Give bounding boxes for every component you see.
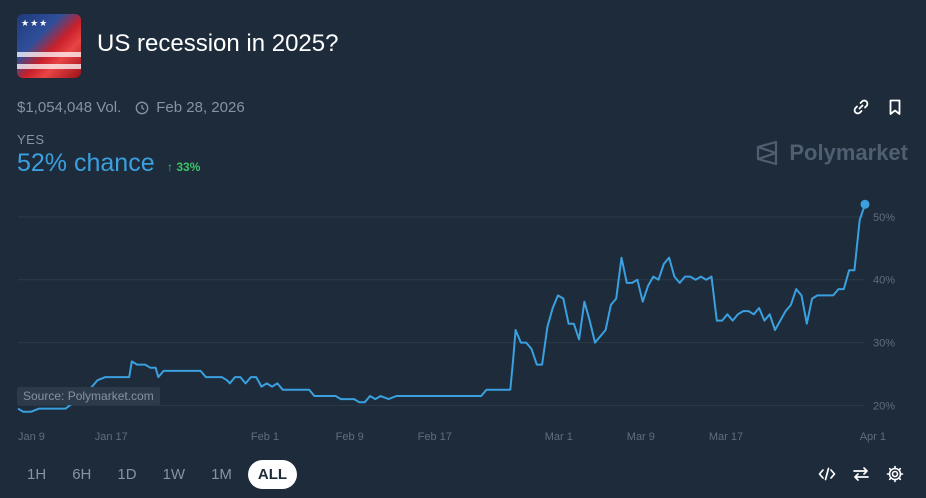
range-button-1m[interactable]: 1M	[211, 466, 232, 483]
x-tick-label: Mar 17	[709, 431, 743, 443]
bookmark-icon[interactable]	[886, 98, 904, 116]
clock-icon	[135, 101, 149, 114]
market-title: US recession in 2025?	[97, 30, 339, 57]
y-tick-label: 30%	[873, 338, 895, 350]
range-button-6h[interactable]: 6H	[72, 466, 92, 483]
embed-code-icon[interactable]	[818, 465, 836, 483]
chance-change: ↑ 33%	[167, 160, 200, 174]
x-tick-label: Mar 1	[545, 431, 573, 443]
link-icon[interactable]	[852, 98, 870, 116]
x-tick-label: Feb 1	[251, 431, 279, 443]
x-tick-label: Feb 9	[336, 431, 364, 443]
source-label: Source: Polymarket.com	[17, 387, 160, 405]
x-tick-label: Apr 1	[860, 431, 886, 443]
range-button-1h[interactable]: 1H	[27, 466, 47, 483]
x-tick-label: Jan 17	[95, 431, 128, 443]
flag-stripe	[17, 64, 81, 69]
series-line-yes	[17, 203, 866, 413]
time-range-selector: 1H 6H 1D 1W 1M ALL	[17, 460, 298, 489]
range-button-1w[interactable]: 1W	[162, 466, 186, 483]
y-tick-label: 50%	[873, 212, 895, 224]
chance-change-value: 33%	[176, 160, 201, 174]
bottom-actions	[818, 465, 904, 483]
settings-gear-icon[interactable]	[886, 465, 904, 483]
polymarket-logo: Polymarket	[755, 140, 908, 166]
top-actions	[852, 98, 904, 116]
x-tick-label: Feb 17	[418, 431, 452, 443]
flag-stripe	[17, 52, 81, 57]
end-date: Feb 28, 2026	[156, 99, 245, 116]
market-thumbnail: ★★★	[17, 14, 81, 78]
arrow-up-icon: ↑	[167, 160, 173, 174]
volume-text: $1,054,048 Vol.	[17, 99, 122, 116]
latest-point	[860, 199, 870, 209]
chance-value: 52% chance	[17, 149, 155, 177]
y-tick-label: 20%	[873, 400, 895, 412]
y-tick-label: 40%	[873, 275, 895, 287]
price-chart: 20% 30% 40% 50% Jan 9 Jan 17 Feb 1 Feb 9 Feb 17 M…	[17, 199, 895, 443]
range-button-1d[interactable]: 1D	[117, 466, 137, 483]
outcome-label: YES	[17, 132, 45, 147]
x-tick-label: Mar 9	[627, 431, 655, 443]
x-tick-label: Jan 9	[18, 431, 45, 443]
range-button-all[interactable]: ALL	[247, 460, 298, 489]
polymarket-logo-icon	[757, 140, 778, 166]
flag-stars-icon: ★★★	[21, 18, 49, 28]
brand-name: Polymarket	[789, 140, 908, 165]
market-meta: $1,054,048 Vol. Feb 28, 2026	[17, 99, 245, 116]
swap-arrows-icon[interactable]	[852, 465, 870, 483]
